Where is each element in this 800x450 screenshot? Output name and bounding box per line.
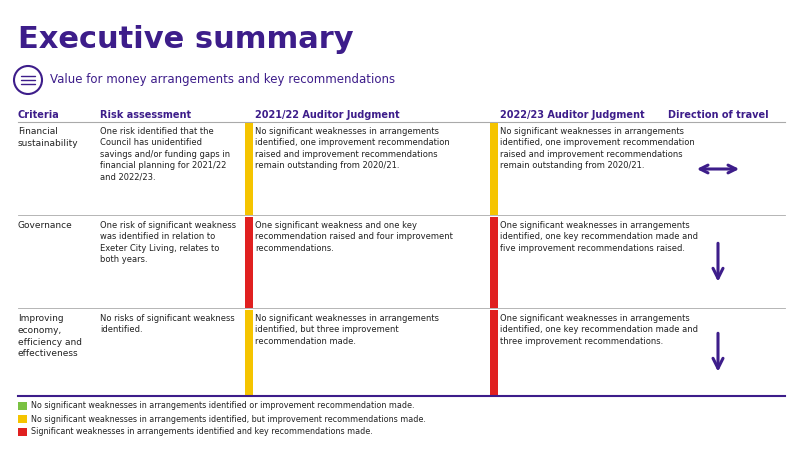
Text: No risks of significant weakness
identified.: No risks of significant weakness identif… bbox=[100, 314, 234, 334]
Text: One risk of significant weakness
was identified in relation to
Exeter City Livin: One risk of significant weakness was ide… bbox=[100, 221, 236, 264]
Text: One significant weakness and one key
recommendation raised and four improvement
: One significant weakness and one key rec… bbox=[255, 221, 453, 253]
Bar bbox=[490, 217, 498, 308]
Text: Direction of travel: Direction of travel bbox=[668, 110, 768, 120]
Bar bbox=[245, 217, 253, 308]
Text: Executive summary: Executive summary bbox=[18, 25, 354, 54]
Text: Criteria: Criteria bbox=[18, 110, 60, 120]
Text: Governance: Governance bbox=[18, 221, 73, 230]
Text: Improving
economy,
efficiency and
effectiveness: Improving economy, efficiency and effect… bbox=[18, 314, 82, 358]
Text: No significant weaknesses in arrangements identified, but improvement recommenda: No significant weaknesses in arrangement… bbox=[31, 414, 426, 423]
Bar bbox=[18, 415, 27, 423]
Bar bbox=[245, 123, 253, 215]
Text: No significant weaknesses in arrangements
identified, but three improvement
reco: No significant weaknesses in arrangement… bbox=[255, 314, 439, 346]
Text: Risk assessment: Risk assessment bbox=[100, 110, 191, 120]
Text: Financial
sustainability: Financial sustainability bbox=[18, 127, 78, 148]
Bar bbox=[490, 310, 498, 395]
Text: 2022/23 Auditor Judgment: 2022/23 Auditor Judgment bbox=[500, 110, 645, 120]
Text: No significant weaknesses in arrangements identified or improvement recommendati: No significant weaknesses in arrangement… bbox=[31, 401, 414, 410]
Text: One significant weaknesses in arrangements
identified, one key recommendation ma: One significant weaknesses in arrangemen… bbox=[500, 221, 698, 253]
Text: No significant weaknesses in arrangements
identified, one improvement recommenda: No significant weaknesses in arrangement… bbox=[255, 127, 450, 171]
Bar bbox=[490, 123, 498, 215]
Bar bbox=[18, 402, 27, 410]
Text: 2021/22 Auditor Judgment: 2021/22 Auditor Judgment bbox=[255, 110, 400, 120]
Text: Value for money arrangements and key recommendations: Value for money arrangements and key rec… bbox=[50, 73, 395, 86]
Text: One significant weaknesses in arrangements
identified, one key recommendation ma: One significant weaknesses in arrangemen… bbox=[500, 314, 698, 346]
Text: No significant weaknesses in arrangements
identified, one improvement recommenda: No significant weaknesses in arrangement… bbox=[500, 127, 694, 171]
Bar bbox=[245, 310, 253, 395]
Text: Significant weaknesses in arrangements identified and key recommendations made.: Significant weaknesses in arrangements i… bbox=[31, 428, 373, 436]
Bar bbox=[18, 428, 27, 436]
Text: One risk identified that the
Council has unidentified
savings and/or funding gap: One risk identified that the Council has… bbox=[100, 127, 230, 182]
